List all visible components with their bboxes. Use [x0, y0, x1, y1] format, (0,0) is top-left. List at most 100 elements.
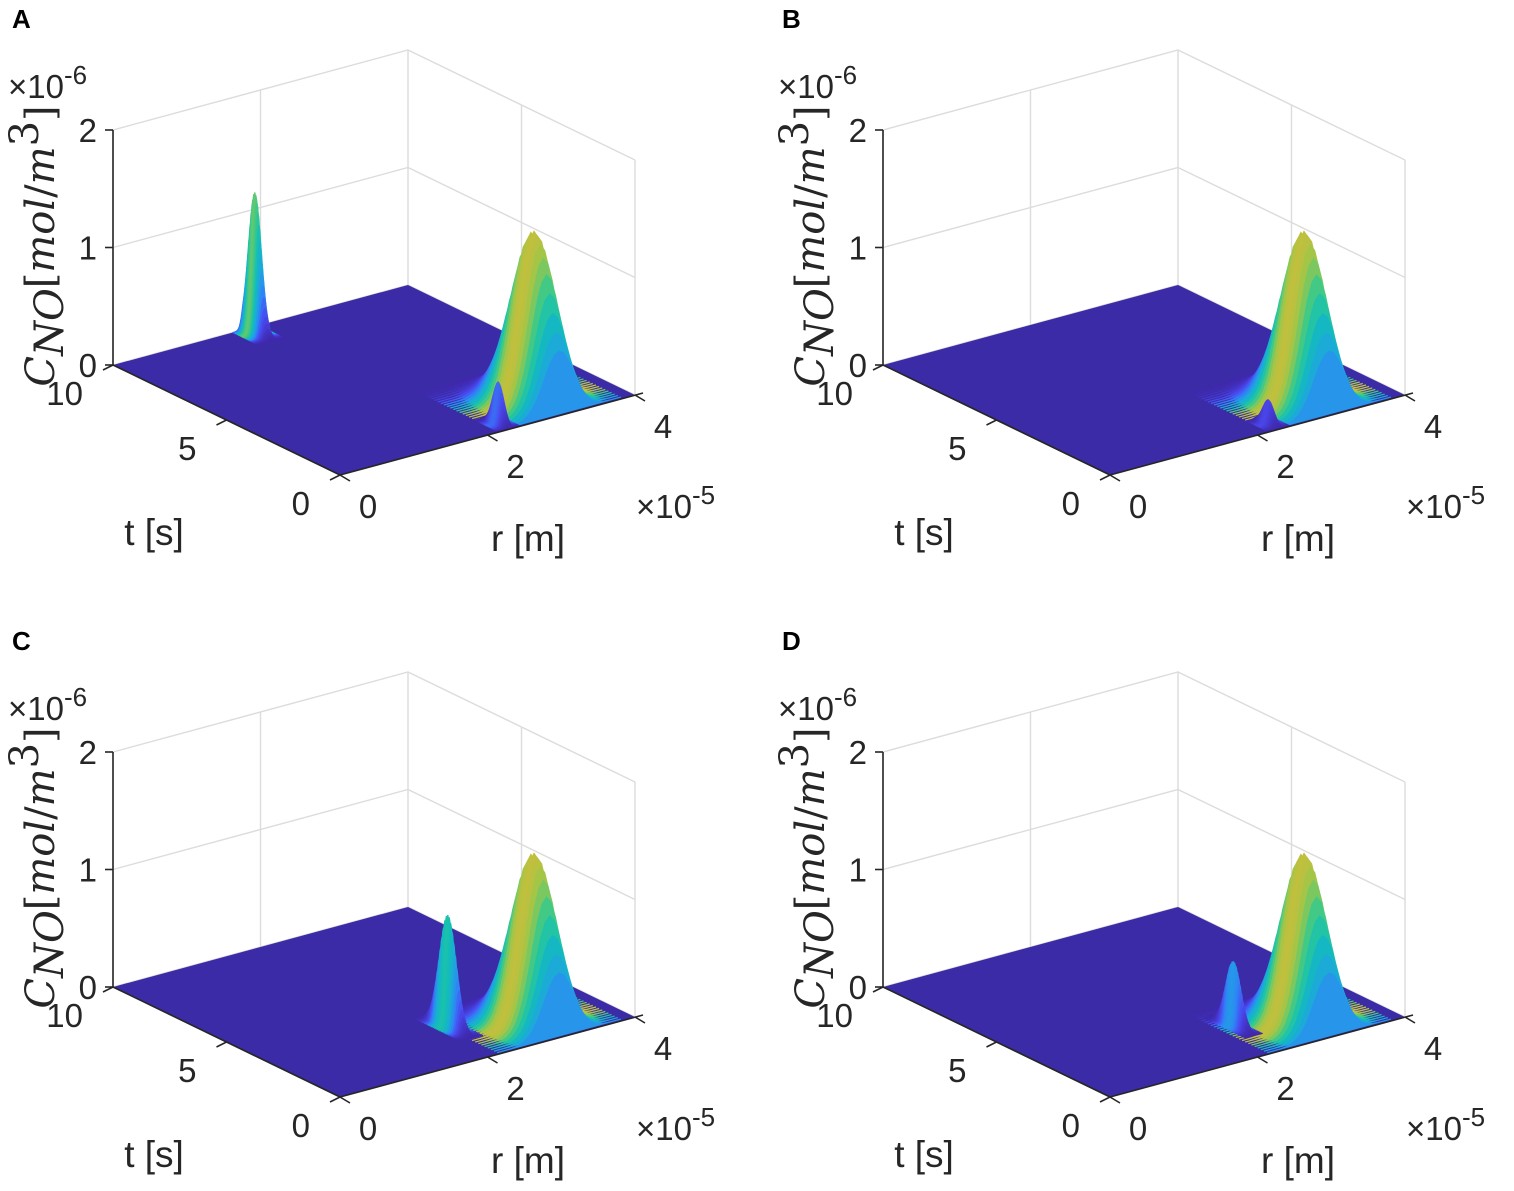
z-label-part: /: [788, 184, 834, 198]
grid-line: [882, 166, 1406, 279]
t-tick-label: 10: [816, 375, 853, 412]
r-tick-label: 2: [1276, 1070, 1294, 1107]
peak: [1188, 852, 1392, 1054]
t-tick: [102, 986, 114, 993]
grid-line: [112, 49, 636, 161]
z-tick-label: 1: [849, 230, 867, 267]
t-tick-label: 5: [948, 1052, 966, 1089]
r-tick: [634, 394, 646, 402]
r-axis-label: r [m]: [1261, 1140, 1335, 1181]
r-tick-label: 0: [1129, 1110, 1147, 1147]
r-axis-line: [1109, 1014, 1414, 1098]
z-label-part: ]: [18, 105, 64, 121]
z-tick-label: 0: [849, 347, 867, 384]
z-label-part: NO: [797, 288, 843, 357]
x-multiplier: ×10-5: [1406, 1102, 1485, 1147]
t-tick-label: 10: [816, 997, 853, 1034]
multiplier-base: ×10: [8, 68, 64, 105]
multiplier-exponent: -5: [1462, 1102, 1485, 1132]
grid-line: [882, 671, 1406, 783]
z-label-part: 3: [2, 121, 48, 146]
t-tick-label: 0: [292, 485, 310, 522]
peak: [418, 852, 622, 1054]
multiplier-exponent: -6: [834, 682, 857, 712]
r-tick-label: 4: [1424, 1030, 1442, 1067]
t-tick: [986, 419, 997, 426]
r-tick: [339, 1096, 351, 1104]
r-tick-label: 2: [506, 1070, 524, 1107]
z-label-part: mol: [788, 198, 834, 273]
r-tick: [339, 474, 351, 482]
z-label-part: m: [18, 146, 64, 184]
peak-slice: [459, 1034, 482, 1042]
multiplier-base: ×10: [1406, 488, 1462, 525]
peak: [232, 192, 286, 346]
multiplier-base: ×10: [778, 68, 834, 105]
z-label-part: NO: [27, 288, 73, 357]
r-tick: [1109, 1096, 1121, 1104]
r-tick: [1404, 394, 1416, 402]
z-label-part: NO: [27, 910, 73, 979]
x-multiplier: ×10-5: [636, 480, 715, 525]
t-tick: [216, 419, 227, 426]
peak-slice: [1266, 350, 1392, 432]
z-tick-label: 0: [849, 969, 867, 1006]
z-label-part: 3: [2, 743, 48, 768]
grid-line: [882, 49, 1406, 161]
peak-slice: [496, 972, 622, 1054]
z-label-part: /: [18, 806, 64, 820]
panel-label: B: [782, 4, 801, 34]
z-label-part: mol: [18, 820, 64, 895]
r-axis-line: [1109, 392, 1414, 476]
z-tick-label: 0: [79, 347, 97, 384]
t-tick-label: 0: [292, 1107, 310, 1144]
multiplier-exponent: -5: [692, 1102, 715, 1132]
z-label-part: C: [788, 356, 834, 387]
t-tick: [1099, 1096, 1111, 1103]
t-tick-label: 5: [948, 430, 966, 467]
z-axis-label: CNO[mol/m3]: [2, 105, 73, 386]
r-tick: [487, 1056, 498, 1064]
t-axis-label: t [s]: [124, 1134, 184, 1175]
t-tick: [986, 1041, 997, 1048]
t-tick: [1099, 474, 1111, 481]
multiplier-base: ×10: [636, 1110, 692, 1147]
multiplier-exponent: -5: [1462, 480, 1485, 510]
z-axis-label: CNO[mol/m3]: [772, 727, 843, 1008]
t-tick: [872, 986, 884, 993]
z-tick-label: 2: [79, 734, 97, 771]
z-label-part: NO: [797, 910, 843, 979]
z-multiplier: ×10-6: [778, 682, 857, 727]
multiplier-base: ×10: [8, 690, 64, 727]
z-label-part: ]: [788, 105, 834, 121]
peak-slice: [1244, 1032, 1263, 1039]
r-tick-label: 0: [359, 1110, 377, 1147]
grid-line: [112, 671, 636, 783]
panel-label: D: [782, 626, 801, 656]
multiplier-exponent: -6: [64, 60, 87, 90]
z-label-part: [: [788, 273, 834, 289]
z-label-part: ]: [788, 727, 834, 743]
t-axis-label: t [s]: [894, 1134, 954, 1175]
t-tick: [216, 1041, 227, 1048]
z-label-part: mol: [788, 820, 834, 895]
z-tick-label: 2: [849, 734, 867, 771]
z-label-part: C: [18, 978, 64, 1009]
z-label-part: 3: [772, 121, 818, 146]
peak: [418, 230, 622, 432]
surface: [113, 852, 635, 1097]
r-tick: [1404, 1016, 1416, 1024]
x-multiplier: ×10-5: [636, 1102, 715, 1147]
grid-line: [882, 788, 1406, 901]
z-label-part: [: [788, 895, 834, 911]
t-tick-label: 10: [46, 375, 83, 412]
r-tick: [1257, 434, 1268, 442]
grid-line: [112, 166, 636, 279]
x-multiplier: ×10-5: [1406, 480, 1485, 525]
